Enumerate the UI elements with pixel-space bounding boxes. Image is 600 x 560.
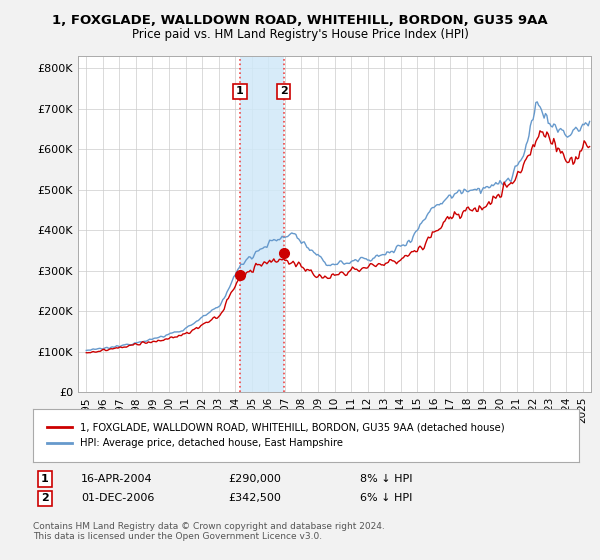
Text: 1: 1 [41, 474, 49, 484]
Text: 16-APR-2004: 16-APR-2004 [81, 474, 152, 484]
Bar [240, 56, 284, 392]
Text: 6% ↓ HPI: 6% ↓ HPI [360, 493, 412, 503]
Text: Contains HM Land Registry data © Crown copyright and database right 2024.
This d: Contains HM Land Registry data © Crown c… [33, 522, 385, 542]
Text: £342,500: £342,500 [228, 493, 281, 503]
Text: 01-DEC-2006: 01-DEC-2006 [81, 493, 154, 503]
Text: £290,000: £290,000 [228, 474, 281, 484]
Text: 2: 2 [280, 86, 287, 96]
Text: Price paid vs. HM Land Registry's House Price Index (HPI): Price paid vs. HM Land Registry's House … [131, 28, 469, 41]
Text: 1, FOXGLADE, WALLDOWN ROAD, WHITEHILL, BORDON, GU35 9AA: 1, FOXGLADE, WALLDOWN ROAD, WHITEHILL, B… [52, 14, 548, 27]
Text: 1: 1 [236, 86, 244, 96]
Text: 2: 2 [41, 493, 49, 503]
Legend: 1, FOXGLADE, WALLDOWN ROAD, WHITEHILL, BORDON, GU35 9AA (detached house), HPI: A: 1, FOXGLADE, WALLDOWN ROAD, WHITEHILL, B… [43, 418, 509, 452]
Text: 8% ↓ HPI: 8% ↓ HPI [360, 474, 413, 484]
